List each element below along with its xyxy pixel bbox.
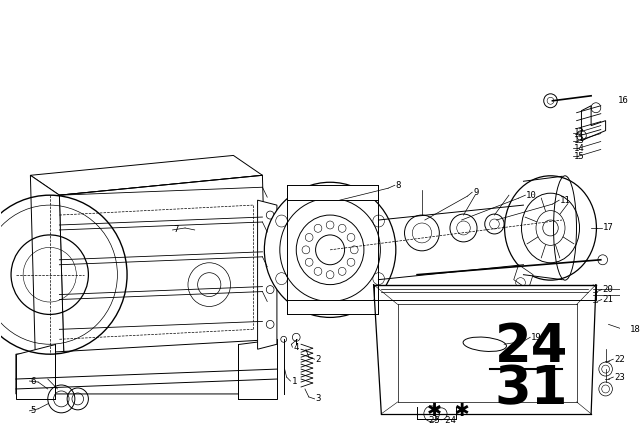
- Text: 13: 13: [573, 136, 584, 145]
- Polygon shape: [16, 344, 54, 399]
- Text: 19: 19: [531, 333, 542, 342]
- Polygon shape: [287, 300, 378, 314]
- Text: 25 24: 25 24: [429, 416, 456, 425]
- Text: 20: 20: [603, 285, 614, 294]
- Text: 15: 15: [573, 152, 584, 161]
- Text: 1: 1: [291, 376, 297, 386]
- Text: 4: 4: [293, 343, 299, 352]
- Text: 17: 17: [603, 224, 614, 233]
- Text: 14: 14: [573, 144, 584, 153]
- Text: 21: 21: [603, 295, 614, 304]
- Polygon shape: [582, 106, 605, 141]
- Polygon shape: [30, 175, 64, 369]
- Text: 23: 23: [614, 373, 625, 382]
- Polygon shape: [287, 185, 378, 200]
- Text: 10: 10: [526, 191, 537, 200]
- Text: 5: 5: [30, 406, 36, 415]
- Polygon shape: [238, 339, 277, 399]
- Polygon shape: [514, 265, 533, 289]
- Text: ✱  ✱: ✱ ✱: [427, 402, 470, 420]
- Text: 24: 24: [495, 321, 568, 373]
- Text: 7: 7: [173, 225, 179, 234]
- Polygon shape: [257, 200, 277, 349]
- Text: 31: 31: [495, 363, 568, 415]
- Text: 9: 9: [473, 188, 479, 197]
- Text: 18: 18: [630, 325, 640, 334]
- Polygon shape: [60, 175, 268, 369]
- Polygon shape: [30, 155, 262, 195]
- Ellipse shape: [504, 176, 596, 280]
- Text: 8: 8: [396, 181, 401, 190]
- Text: 2: 2: [316, 355, 321, 364]
- Polygon shape: [374, 284, 596, 300]
- Text: 16: 16: [618, 96, 629, 105]
- Text: 6: 6: [30, 376, 36, 386]
- Circle shape: [264, 182, 396, 318]
- Text: 22: 22: [614, 355, 625, 364]
- Ellipse shape: [463, 337, 506, 351]
- Text: 11: 11: [560, 196, 571, 205]
- Text: 12: 12: [573, 128, 584, 137]
- Polygon shape: [16, 339, 277, 394]
- Text: 3: 3: [316, 394, 321, 403]
